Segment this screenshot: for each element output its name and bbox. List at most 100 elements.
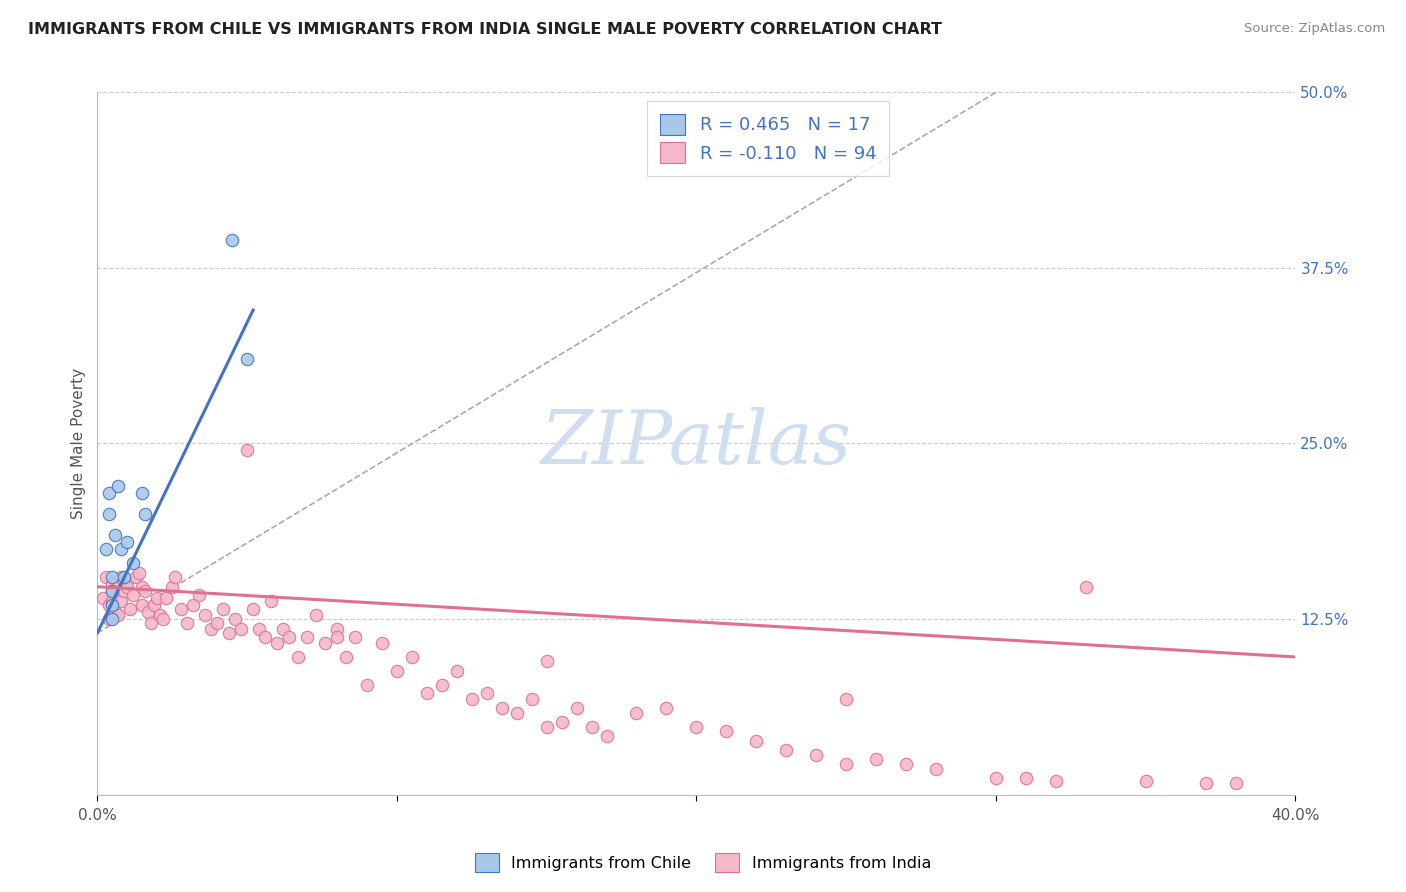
Point bbox=[194, 607, 217, 622]
Point bbox=[149, 607, 172, 622]
Point bbox=[536, 654, 558, 668]
Point bbox=[218, 626, 240, 640]
Point bbox=[125, 570, 148, 584]
Point bbox=[685, 720, 707, 734]
Point bbox=[278, 630, 301, 644]
Point bbox=[416, 686, 439, 700]
Point bbox=[1015, 771, 1038, 785]
Point bbox=[835, 756, 858, 771]
Point bbox=[98, 598, 121, 612]
Point bbox=[716, 724, 738, 739]
Text: IMMIGRANTS FROM CHILE VS IMMIGRANTS FROM INDIA SINGLE MALE POVERTY CORRELATION C: IMMIGRANTS FROM CHILE VS IMMIGRANTS FROM… bbox=[28, 22, 942, 37]
Point bbox=[1194, 776, 1216, 790]
Point bbox=[117, 580, 139, 594]
Point bbox=[356, 678, 378, 692]
Point bbox=[221, 233, 243, 247]
Point bbox=[107, 478, 129, 492]
Point bbox=[134, 583, 156, 598]
Point bbox=[806, 748, 828, 763]
Point bbox=[112, 583, 135, 598]
Point bbox=[101, 570, 124, 584]
Point bbox=[446, 664, 468, 678]
Point bbox=[117, 574, 139, 588]
Legend: R = 0.465   N = 17, R = -0.110   N = 94: R = 0.465 N = 17, R = -0.110 N = 94 bbox=[647, 102, 889, 176]
Point bbox=[565, 700, 588, 714]
Point bbox=[401, 649, 423, 664]
Point bbox=[305, 607, 328, 622]
Point bbox=[200, 622, 222, 636]
Point bbox=[925, 762, 948, 776]
Point bbox=[894, 756, 917, 771]
Point bbox=[775, 742, 797, 756]
Point bbox=[101, 612, 124, 626]
Point bbox=[260, 594, 283, 608]
Point bbox=[120, 602, 142, 616]
Point bbox=[461, 692, 484, 706]
Point bbox=[1045, 773, 1067, 788]
Point bbox=[224, 612, 246, 626]
Point bbox=[254, 630, 277, 644]
Point bbox=[229, 622, 252, 636]
Point bbox=[536, 720, 558, 734]
Point bbox=[98, 612, 121, 626]
Point bbox=[984, 771, 1007, 785]
Point bbox=[314, 636, 336, 650]
Point bbox=[101, 583, 124, 598]
Point bbox=[165, 570, 187, 584]
Point bbox=[242, 602, 264, 616]
Point bbox=[236, 443, 259, 458]
Point bbox=[155, 591, 177, 605]
Point bbox=[170, 602, 193, 616]
Point bbox=[371, 636, 394, 650]
Text: ZIPatlas: ZIPatlas bbox=[541, 408, 852, 480]
Point bbox=[626, 706, 648, 720]
Point bbox=[101, 577, 124, 591]
Point bbox=[491, 700, 513, 714]
Legend: Immigrants from Chile, Immigrants from India: Immigrants from Chile, Immigrants from I… bbox=[467, 845, 939, 880]
Point bbox=[141, 616, 163, 631]
Point bbox=[212, 602, 235, 616]
Point bbox=[287, 649, 309, 664]
Point bbox=[98, 507, 121, 521]
Point bbox=[266, 636, 288, 650]
Point bbox=[131, 485, 153, 500]
Point bbox=[96, 541, 118, 556]
Point bbox=[176, 616, 198, 631]
Point bbox=[326, 622, 349, 636]
Point bbox=[181, 598, 204, 612]
Point bbox=[134, 507, 156, 521]
Point bbox=[326, 630, 349, 644]
Point bbox=[595, 729, 617, 743]
Point bbox=[247, 622, 270, 636]
Point bbox=[520, 692, 543, 706]
Point bbox=[101, 598, 124, 612]
Point bbox=[1225, 776, 1247, 790]
Point bbox=[505, 706, 527, 720]
Point bbox=[295, 630, 318, 644]
Point bbox=[581, 720, 603, 734]
Point bbox=[143, 598, 166, 612]
Point bbox=[104, 528, 127, 542]
Point bbox=[188, 588, 211, 602]
Point bbox=[110, 594, 132, 608]
Text: Source: ZipAtlas.com: Source: ZipAtlas.com bbox=[1244, 22, 1385, 36]
Point bbox=[131, 580, 153, 594]
Point bbox=[152, 612, 174, 626]
Point bbox=[1135, 773, 1157, 788]
Point bbox=[98, 485, 121, 500]
Point bbox=[122, 588, 145, 602]
Point bbox=[117, 534, 139, 549]
Point bbox=[131, 598, 153, 612]
Point bbox=[110, 570, 132, 584]
Point bbox=[865, 752, 887, 766]
Point bbox=[271, 622, 294, 636]
Point bbox=[96, 570, 118, 584]
Point bbox=[385, 664, 408, 678]
Point bbox=[236, 352, 259, 367]
Point bbox=[128, 566, 150, 580]
Point bbox=[205, 616, 228, 631]
Point bbox=[112, 570, 135, 584]
Point bbox=[136, 605, 159, 619]
Point bbox=[160, 580, 183, 594]
Point bbox=[1074, 580, 1097, 594]
